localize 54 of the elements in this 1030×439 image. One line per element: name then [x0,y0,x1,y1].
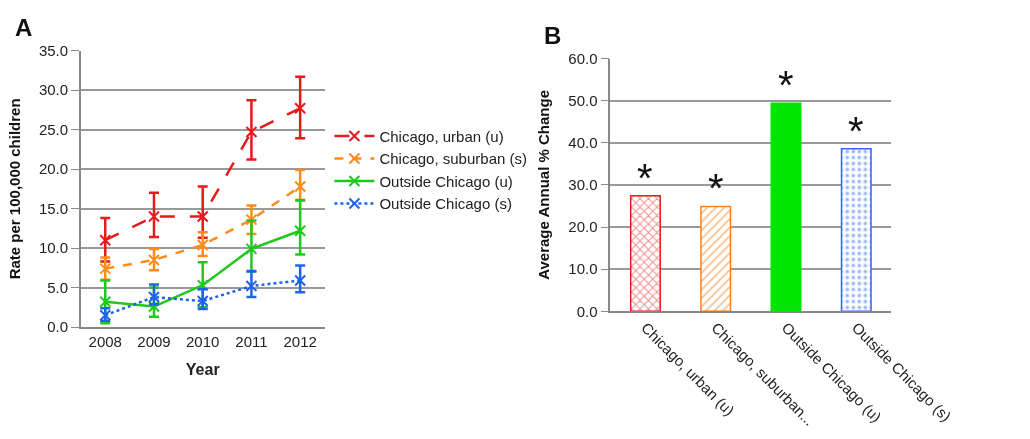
annotation: * [708,166,724,210]
point [294,274,307,287]
y-tick-label: 10.0 [568,260,598,278]
y-tick-label: 20.0 [568,218,598,236]
bar [840,147,872,312]
point [99,234,112,247]
bar [770,102,802,312]
bar [629,195,661,312]
x-tick-label: 2010 [186,332,220,350]
y-tick-label: 35.0 [38,41,69,59]
x-tick-label: 2008 [88,332,122,350]
x-tick-label: 2009 [137,332,171,350]
y-tick-label: 20.0 [38,160,69,178]
point [294,180,307,193]
point [245,125,258,138]
x-tick-label: 2012 [283,332,317,350]
annotation: * [778,63,794,107]
point [196,279,209,292]
y-tick-label: 0.0 [47,318,69,336]
y-tick-label: 25.0 [38,120,69,138]
chart-title: A [15,14,33,41]
y-tick-label: 30.0 [568,176,598,194]
legend-label: Chicago, urban (u) [379,127,504,145]
point [245,242,258,255]
point [196,210,209,223]
legend-label: Outside Chicago (u) [379,172,513,190]
y-tick-label: 5.0 [47,278,69,296]
chart-title: B [544,22,562,49]
point [99,295,112,308]
y-tick-label: 10.0 [38,239,69,257]
point [196,238,209,251]
legend-label: Chicago, suburban (s) [379,150,527,168]
annotation: * [637,156,653,200]
point [99,262,112,275]
y-axis-title: Average Annual % Change [535,90,553,280]
y-tick-label: 40.0 [568,134,598,152]
bar [700,205,732,312]
point [245,213,258,226]
y-tick-label: 30.0 [38,81,69,99]
y-axis-title: Rate per 100,000 children [5,98,23,280]
y-tick-label: 50.0 [568,91,598,109]
point [147,300,160,313]
y-tick-label: 60.0 [568,49,598,67]
x-tick-label: 2011 [235,332,268,350]
point [294,102,307,115]
point [245,280,258,293]
y-tick-label: 0.0 [576,302,598,320]
y-tick-label: 15.0 [38,199,69,217]
annotation: * [848,109,864,153]
point [294,224,307,237]
legend-label: Outside Chicago (s) [379,195,512,213]
x-axis-title: Year [185,361,220,379]
point [147,210,160,223]
point [147,253,160,266]
